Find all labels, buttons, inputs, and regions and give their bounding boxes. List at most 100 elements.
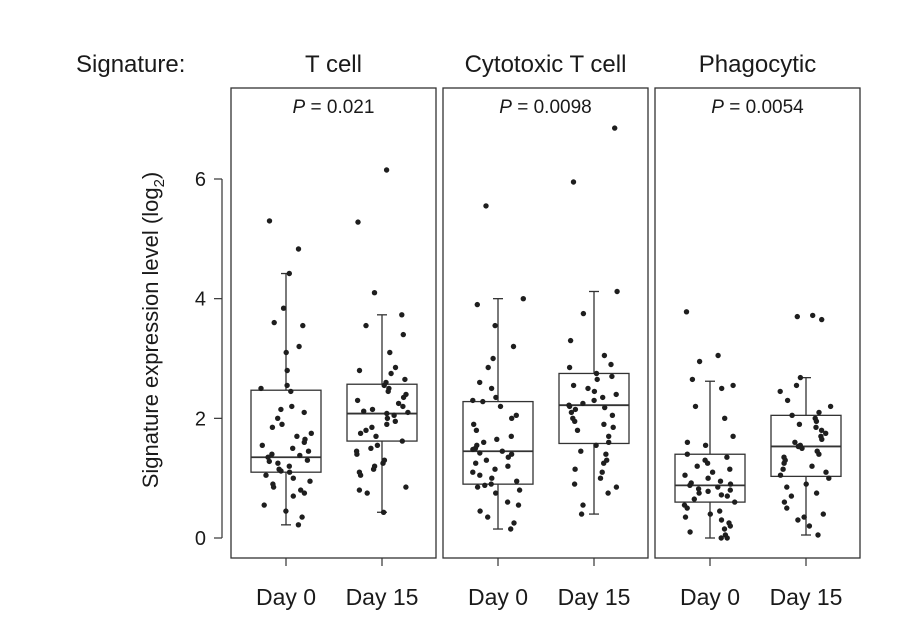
- data-point: [567, 337, 574, 344]
- data-point: [494, 436, 500, 442]
- y-axis: 0 2 4 6: [195, 169, 223, 550]
- data-point: [371, 290, 378, 296]
- data-point: [474, 301, 480, 308]
- data-point: [307, 478, 313, 484]
- data-point: [280, 305, 287, 311]
- data-point: [286, 463, 292, 469]
- data-point: [278, 406, 284, 413]
- data-point: [591, 388, 598, 395]
- data-point: [613, 391, 619, 398]
- data-point: [271, 319, 277, 326]
- p-value-label: P = 0.0054: [711, 97, 804, 118]
- data-point: [471, 421, 477, 427]
- data-point: [385, 388, 391, 395]
- data-point: [294, 433, 300, 439]
- data-point: [594, 376, 600, 383]
- data-point: [691, 496, 697, 502]
- data-point: [784, 505, 790, 511]
- data-point: [702, 442, 709, 448]
- data-point: [727, 523, 733, 529]
- data-point: [719, 385, 725, 392]
- data-point: [263, 472, 269, 478]
- box-0: [674, 309, 746, 541]
- data-point: [781, 499, 788, 505]
- data-point: [483, 203, 489, 209]
- data-point: [286, 270, 292, 277]
- data-point: [784, 484, 790, 490]
- data-point: [370, 466, 377, 472]
- data-point: [395, 400, 402, 407]
- data-point: [593, 442, 599, 448]
- data-point: [492, 322, 498, 329]
- data-point: [261, 502, 267, 508]
- p-value-symbol: P: [499, 97, 512, 118]
- data-point: [470, 397, 476, 404]
- data-point: [724, 535, 730, 541]
- data-point: [477, 508, 483, 514]
- data-point: [392, 418, 398, 424]
- p-value-number: = 0.021: [305, 97, 374, 118]
- data-point: [823, 469, 829, 475]
- x-tick-label: Day 15: [558, 584, 631, 610]
- data-point: [305, 448, 312, 454]
- data-point: [682, 472, 688, 478]
- data-point: [795, 517, 801, 523]
- data-point: [603, 451, 609, 457]
- data-point: [727, 466, 733, 472]
- data-point: [361, 408, 367, 414]
- p-value-number: = 0.0098: [512, 97, 592, 118]
- data-point: [721, 526, 728, 532]
- data-point: [601, 421, 607, 427]
- data-point: [585, 385, 591, 392]
- data-point: [373, 433, 379, 439]
- data-point: [609, 412, 616, 418]
- data-point: [402, 376, 408, 383]
- data-point: [301, 490, 308, 496]
- data-point: [571, 481, 578, 487]
- data-point: [288, 388, 294, 395]
- data-point: [363, 427, 369, 433]
- data-point: [605, 490, 611, 496]
- data-point: [485, 364, 491, 371]
- data-point: [297, 452, 303, 459]
- data-point: [509, 415, 515, 421]
- data-point: [819, 316, 825, 323]
- data-point: [574, 427, 581, 433]
- data-point: [357, 472, 364, 478]
- data-point: [477, 472, 483, 478]
- data-point: [490, 355, 496, 362]
- data-point: [813, 418, 820, 424]
- data-point: [599, 469, 605, 475]
- data-point: [508, 433, 514, 439]
- data-point: [473, 427, 480, 433]
- data-point: [477, 379, 483, 386]
- data-point: [355, 219, 361, 225]
- box-1: [346, 167, 418, 515]
- data-point: [514, 478, 520, 484]
- data-point: [493, 394, 499, 401]
- data-point: [392, 364, 399, 371]
- data-point: [270, 484, 277, 490]
- data-point: [405, 409, 411, 416]
- data-point: [513, 412, 519, 418]
- data-point: [809, 463, 815, 469]
- p-value-label: P = 0.0098: [499, 97, 591, 118]
- data-point: [266, 218, 273, 224]
- data-point: [687, 529, 693, 535]
- data-point: [504, 499, 511, 505]
- data-point: [724, 454, 730, 460]
- data-point: [470, 446, 476, 453]
- x-tick-label: Day 0: [256, 584, 316, 610]
- data-point: [580, 400, 586, 407]
- data-point: [296, 343, 302, 350]
- data-point: [295, 522, 302, 528]
- data-point: [357, 430, 364, 436]
- data-point: [730, 382, 736, 389]
- data-point: [380, 460, 386, 466]
- data-point: [364, 490, 370, 496]
- y-axis-label-subscript: 2: [151, 179, 168, 187]
- y-axis-label-main: Signature expression level (log: [138, 187, 163, 488]
- data-point: [826, 475, 832, 481]
- data-point: [384, 415, 391, 421]
